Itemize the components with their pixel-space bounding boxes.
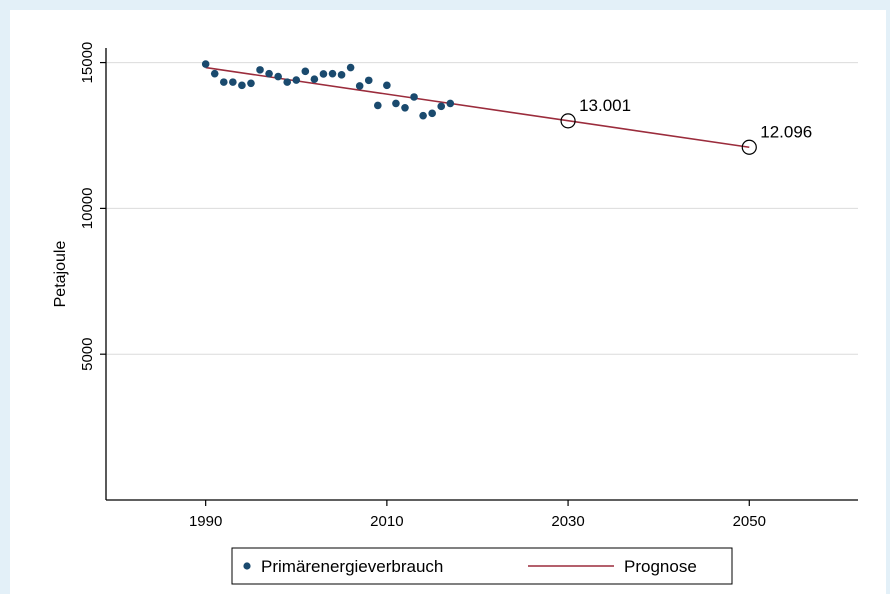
x-tick-label-2010: 2010	[370, 513, 403, 530]
data-point-2016	[437, 102, 446, 111]
data-point-2011	[392, 99, 400, 108]
data-point-1993	[229, 78, 237, 86]
y-tick-label-5000: 5000	[79, 338, 96, 371]
data-point-2004	[328, 69, 337, 78]
chart-svg: 5000 10000 15000 1990 2010 2030 2050 Petajoul…	[52, 42, 858, 585]
data-point-2002	[310, 75, 319, 84]
data-point-2017	[446, 99, 455, 108]
x-tick-label-1990: 1990	[189, 513, 222, 530]
data-point-2005	[337, 71, 346, 79]
chart-frame: 5000 10000 15000 1990 2010 2030 2050 Petajoul…	[10, 10, 886, 594]
x-tick-label-2030: 2030	[551, 513, 584, 530]
data-point-1990	[201, 60, 210, 68]
data-point-1997	[265, 69, 273, 78]
data-point-2010	[383, 81, 391, 90]
annotation-marker-2050	[741, 139, 757, 155]
legend-box	[231, 547, 733, 585]
data-point-1992	[219, 78, 228, 86]
data-point-1999	[283, 78, 292, 86]
data-point-1994	[238, 81, 246, 90]
data-point-1991	[210, 69, 219, 78]
data-point-1995	[247, 79, 255, 88]
data-point-1998	[274, 72, 282, 81]
plot-area	[106, 48, 858, 500]
data-point-2001	[301, 67, 310, 76]
data-point-2008	[364, 76, 373, 85]
legend-dot-marker	[243, 562, 251, 570]
gridlines	[106, 62, 858, 355]
legend-label-prognose: Prognose	[624, 557, 697, 576]
data-point-2009	[374, 101, 382, 110]
annotation-label-2050: 12.096	[760, 122, 812, 141]
data-point-2012	[401, 103, 409, 112]
data-point-1996	[256, 66, 264, 74]
data-point-2003	[319, 70, 328, 78]
y-tick-label-15000: 15000	[79, 42, 96, 84]
data-point-2006	[346, 63, 355, 72]
y-axis-label: Petajoule	[52, 241, 69, 308]
legend-label-primaerenergieverbrauch: Primärenergieverbrauch	[261, 557, 443, 576]
data-point-2013	[410, 93, 418, 101]
y-ticks: 5000 10000 15000	[79, 42, 106, 371]
annotations: 13.001 12.096	[560, 96, 812, 155]
data-point-2015	[428, 109, 436, 118]
data-point-2007	[355, 82, 364, 90]
annotation-label-2030: 13.001	[579, 96, 631, 115]
data-point-2000	[292, 76, 301, 84]
x-ticks: 1990 2010 2030 2050	[189, 500, 766, 530]
x-tick-label-2050: 2050	[733, 513, 766, 530]
annotation-marker-2030	[560, 113, 576, 129]
legend: Primärenergieverbrauch Prognose	[231, 547, 733, 585]
y-tick-label-10000: 10000	[79, 188, 96, 230]
data-point-2014	[419, 111, 427, 120]
primaerenergieverbrauch-series	[201, 60, 455, 120]
